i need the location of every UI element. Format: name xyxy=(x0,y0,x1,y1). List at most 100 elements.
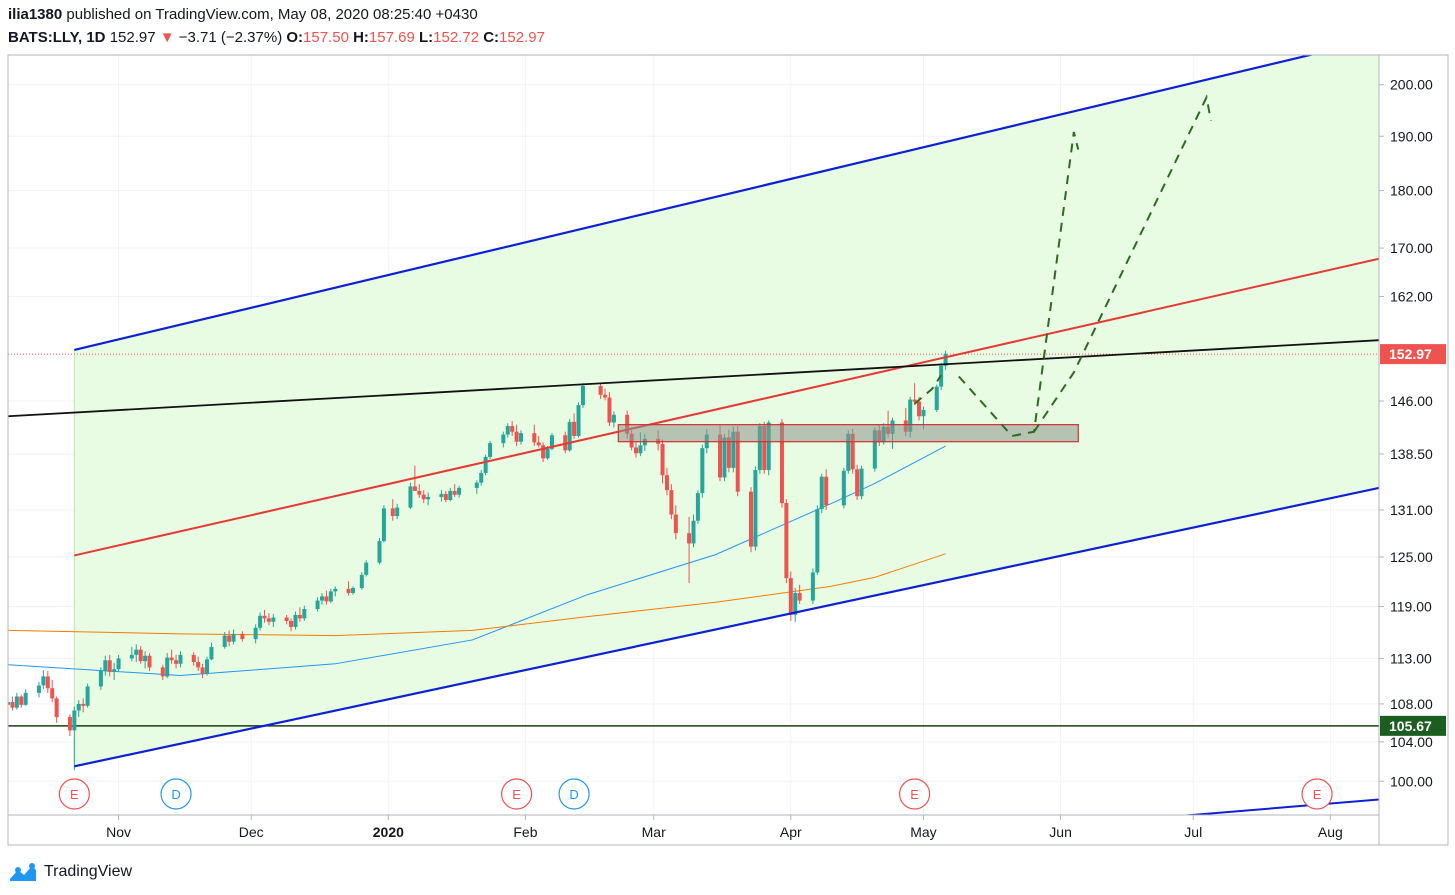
candle xyxy=(488,440,493,460)
candle-body xyxy=(824,476,829,506)
candle-body xyxy=(227,635,232,642)
candle-body xyxy=(541,445,546,459)
earnings-badge[interactable]: E xyxy=(500,778,533,810)
candle xyxy=(634,441,639,458)
candle-body xyxy=(917,401,922,417)
candle xyxy=(196,656,201,671)
x-tick-label: May xyxy=(910,824,936,840)
candle xyxy=(258,612,263,631)
candle-body xyxy=(112,669,117,672)
x-tick-label: Apr xyxy=(780,824,802,840)
candle xyxy=(85,683,90,708)
candle-body xyxy=(346,588,351,594)
candle xyxy=(572,413,577,439)
candle xyxy=(67,714,72,737)
candle xyxy=(178,651,183,668)
candle xyxy=(54,696,59,723)
candle-body xyxy=(85,686,90,706)
y-tick-label: 190.00 xyxy=(1390,128,1433,144)
candle xyxy=(841,467,846,509)
candle-body xyxy=(178,654,183,664)
candle-body xyxy=(196,662,201,668)
candle xyxy=(240,631,245,642)
candle xyxy=(107,654,112,677)
candle xyxy=(532,424,537,447)
badge-circle xyxy=(1301,778,1333,810)
candle-body xyxy=(841,470,846,506)
candle xyxy=(664,467,669,496)
author-name: ilia1380 xyxy=(8,6,63,23)
candle xyxy=(143,651,148,669)
candle xyxy=(231,629,236,645)
x-tick-label: Jul xyxy=(1184,824,1202,840)
candle-body xyxy=(81,703,86,706)
candle-body xyxy=(452,490,457,495)
candle-body xyxy=(138,649,143,662)
dividend-badge[interactable]: D xyxy=(558,778,590,810)
candle xyxy=(320,593,325,605)
candle-body xyxy=(315,600,320,610)
dividend-badge[interactable]: D xyxy=(160,778,192,810)
lower-channel-line-2 xyxy=(1179,798,1379,815)
badge-label: D xyxy=(171,787,180,802)
earnings-badge[interactable]: E xyxy=(58,778,90,810)
candle-body xyxy=(779,422,784,504)
candle xyxy=(19,694,24,708)
candle-body xyxy=(289,620,294,627)
candle-body xyxy=(395,507,400,517)
candle xyxy=(541,442,546,462)
candle xyxy=(266,613,271,626)
candle-body xyxy=(872,430,877,469)
candle xyxy=(395,503,400,520)
candle-body xyxy=(815,509,820,573)
candle-body xyxy=(545,448,550,459)
candle xyxy=(14,692,19,710)
candle-body xyxy=(103,660,108,671)
earnings-badge[interactable]: E xyxy=(899,778,931,810)
y-tick-label: 100.00 xyxy=(1390,773,1433,789)
earnings-badge[interactable]: E xyxy=(1301,778,1333,810)
candle xyxy=(452,484,457,497)
candle-body xyxy=(421,494,426,500)
candle-body xyxy=(718,434,723,478)
candle-body xyxy=(505,426,510,435)
candle-body xyxy=(209,646,214,660)
chart-outer-frame xyxy=(7,54,1449,846)
candle xyxy=(580,383,585,408)
candle-body xyxy=(41,676,46,686)
candle-body xyxy=(850,433,855,470)
symbol-ohlc-line: BATS:LLY, 1D 152.97 ▼ −3.71 (−2.37%) O:1… xyxy=(8,29,545,46)
candle-body xyxy=(532,433,537,443)
last-price: 152.97 xyxy=(109,29,156,46)
candle-body xyxy=(722,437,727,478)
badge-circle xyxy=(500,778,533,810)
candle-body xyxy=(72,710,77,731)
footer-brand[interactable]: TradingView xyxy=(8,861,132,883)
candle xyxy=(227,630,232,647)
low-value: 152.72 xyxy=(433,29,480,46)
candle xyxy=(134,644,139,663)
candle xyxy=(191,652,196,666)
candle-body xyxy=(634,447,639,454)
candle-body xyxy=(19,696,24,705)
candle-body xyxy=(488,443,493,457)
price-label-bg xyxy=(1380,715,1446,736)
candle xyxy=(147,653,152,671)
price-axis-label: 105.67 xyxy=(1380,715,1446,736)
badge-circle xyxy=(58,778,90,810)
candle-body xyxy=(664,475,669,491)
candle-body xyxy=(67,717,72,731)
low-label: L: xyxy=(418,29,434,46)
candle xyxy=(669,484,674,520)
candle-body xyxy=(669,490,674,515)
down-arrow-icon: ▼ xyxy=(159,29,175,46)
candle-body xyxy=(165,657,170,677)
candle xyxy=(408,482,413,510)
y-tick-label: 104.00 xyxy=(1390,734,1433,750)
candle-body xyxy=(638,445,643,454)
candle-body xyxy=(514,431,519,442)
y-tick-label: 108.00 xyxy=(1390,696,1433,712)
candle xyxy=(45,670,50,693)
candle xyxy=(797,584,802,604)
